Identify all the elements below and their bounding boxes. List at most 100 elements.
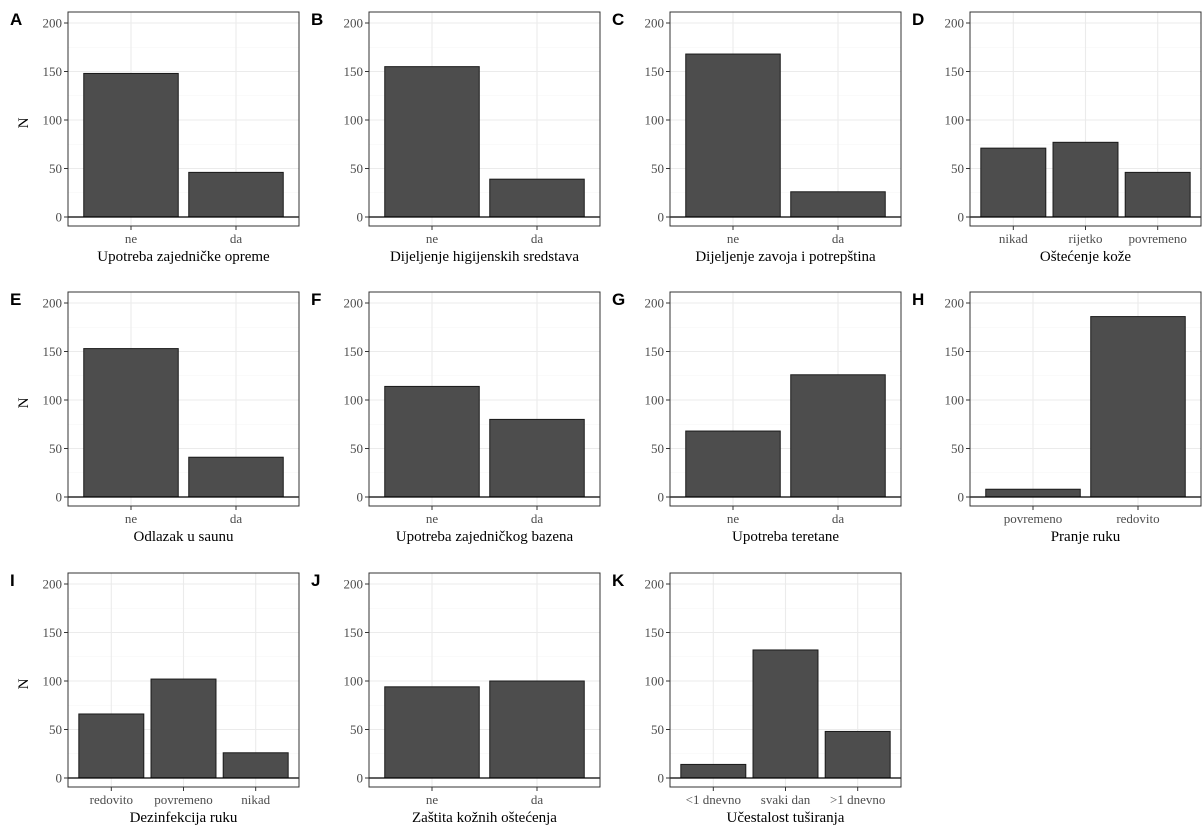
plot-frame: [368, 291, 601, 507]
x-tick-label: da: [832, 231, 845, 246]
x-tick-label: >1 dnevno: [830, 792, 885, 807]
bar-ne: [685, 53, 781, 218]
y-tick-label: 50: [951, 161, 964, 176]
panel-c: 0 50 100 150 200 ne da Dijeljenje zavoja i potr…: [612, 10, 902, 265]
y-tick-label: 0: [958, 210, 965, 225]
y-tick-label: 0: [958, 490, 965, 505]
panel-letter: G: [612, 290, 625, 309]
y-tick-label: 150: [645, 344, 665, 359]
x-axis-title: Zaštita kožnih oštećenja: [412, 810, 557, 826]
panel-b: 0 50 100 150 200 ne da Dijeljenje higijenskih s…: [311, 10, 601, 265]
y-tick-label: 150: [43, 344, 63, 359]
y-axis-title: N: [16, 678, 32, 689]
panel-f: 0 50 100 150 200 ne da Upotreba zajedničkog baz…: [311, 290, 601, 545]
y-tick-label: 200: [645, 296, 665, 311]
x-tick-label: rijetko: [1069, 231, 1103, 246]
x-tick-label: ne: [426, 511, 439, 526]
y-tick-label: 100: [344, 113, 364, 128]
panel-letter: I: [10, 571, 15, 590]
bar-ne: [685, 430, 781, 498]
x-tick-label: da: [531, 792, 544, 807]
y-tick-label: 200: [43, 16, 63, 31]
bar-povremeno: [150, 678, 217, 779]
y-tick-label: 50: [951, 441, 964, 456]
bar-povremeno: [1124, 171, 1191, 218]
y-tick-label: 100: [344, 674, 364, 689]
y-tick-label: 150: [43, 64, 63, 79]
bar-da: [790, 191, 886, 218]
panel-a: 0 50 100 150 200 ne da Upotreba zajedničke opre…: [10, 10, 300, 265]
bar-ne: [384, 66, 480, 218]
panel-letter: A: [10, 10, 22, 29]
x-tick-label: ne: [125, 231, 138, 246]
y-tick-label: 150: [645, 64, 665, 79]
y-tick-label: 150: [344, 344, 364, 359]
plot-frame: [368, 11, 601, 227]
y-tick-label: 150: [344, 64, 364, 79]
y-tick-label: 100: [945, 113, 965, 128]
bar-nikad: [222, 752, 289, 779]
y-tick-label: 50: [49, 722, 62, 737]
panel-k: 0 50 100 150 200 <1 dnevno svaki dan >1 dnevno U…: [612, 571, 902, 826]
y-tick-label: 150: [43, 625, 63, 640]
y-tick-label: 0: [56, 210, 63, 225]
panel-i: 0 50 100 150 200 redovito povremeno nikadDezinf…: [10, 571, 300, 826]
y-tick-label: 50: [350, 722, 363, 737]
y-tick-label: 50: [651, 161, 664, 176]
y-tick-label: 100: [344, 393, 364, 408]
bar-povremeno: [985, 488, 1081, 498]
x-axis-title: Dijeljenje higijenskih sredstava: [390, 249, 579, 265]
y-tick-label: 0: [56, 771, 63, 786]
y-tick-label: 50: [49, 161, 62, 176]
panel-letter: B: [311, 10, 323, 29]
x-tick-label: povremeno: [1004, 511, 1062, 526]
y-tick-label: 200: [945, 296, 965, 311]
bar-redovito: [1090, 316, 1186, 498]
bar-ne: [83, 72, 179, 218]
y-tick-label: 100: [43, 674, 63, 689]
bar-nikad: [980, 147, 1047, 218]
x-tick-label: da: [832, 511, 845, 526]
x-tick-label: da: [230, 511, 243, 526]
x-tick-label: ne: [727, 231, 740, 246]
x-tick-label: ne: [125, 511, 138, 526]
plot-frame: [669, 291, 902, 507]
x-tick-label: nikad: [241, 792, 270, 807]
x-tick-label: redovito: [90, 792, 133, 807]
bar--1-dnevno: [824, 730, 891, 779]
bar-ne: [384, 686, 480, 779]
y-tick-label: 50: [651, 722, 664, 737]
y-tick-label: 150: [344, 625, 364, 640]
panel-letter: J: [311, 571, 320, 590]
panel-letter: E: [10, 290, 21, 309]
y-tick-label: 100: [43, 113, 63, 128]
y-tick-label: 150: [645, 625, 665, 640]
x-tick-label: svaki dan: [761, 792, 811, 807]
y-tick-label: 0: [658, 210, 665, 225]
bar-svaki-dan: [752, 649, 819, 779]
y-tick-label: 200: [945, 16, 965, 31]
y-tick-label: 100: [645, 113, 665, 128]
y-tick-label: 0: [357, 210, 364, 225]
y-tick-label: 0: [357, 771, 364, 786]
bar-rijetko: [1052, 141, 1119, 218]
x-tick-label: <1 dnevno: [686, 792, 741, 807]
bar-da: [188, 171, 284, 218]
y-tick-label: 50: [49, 441, 62, 456]
x-axis-title: Upotreba zajedničkog bazena: [396, 529, 574, 545]
x-tick-label: ne: [426, 792, 439, 807]
panel-letter: D: [912, 10, 924, 29]
y-tick-label: 0: [56, 490, 63, 505]
x-tick-label: nikad: [999, 231, 1028, 246]
y-tick-label: 50: [350, 441, 363, 456]
y-tick-label: 100: [645, 393, 665, 408]
y-tick-label: 200: [344, 577, 364, 592]
plot-frame: [368, 572, 601, 788]
y-tick-label: 200: [344, 16, 364, 31]
bar-da: [489, 178, 585, 218]
y-axis-title: N: [16, 397, 32, 408]
x-axis-title: Učestalost tuširanja: [727, 810, 845, 826]
y-tick-label: 200: [43, 296, 63, 311]
y-axis-title: N: [16, 117, 32, 128]
